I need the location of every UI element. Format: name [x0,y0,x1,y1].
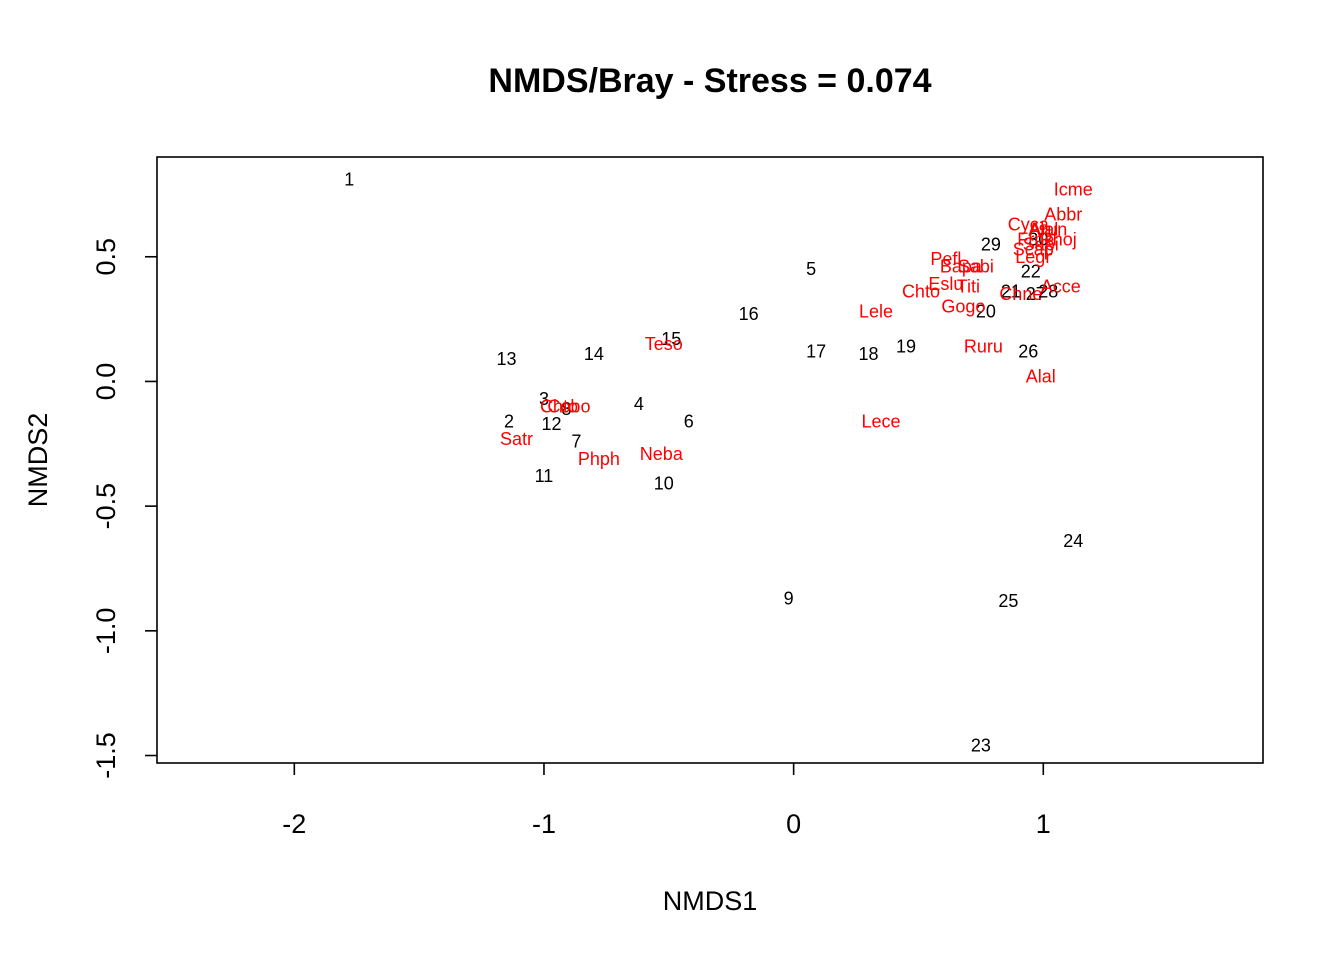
site-label: 25 [998,591,1018,611]
species-label: Eslu [928,274,963,294]
species-label: Cyca [1008,214,1050,234]
x-tick-label: -2 [282,809,306,839]
species-label: Phph [578,449,620,469]
site-label: 8 [561,399,571,419]
y-tick-label: -0.5 [91,483,121,530]
species-label: Pefl [930,249,961,269]
y-axis: -1.5 -1.0 -0.5 0.0 0.5 [91,238,157,779]
species-label: Icme [1054,179,1093,199]
site-label: 11 [535,466,554,486]
species-label: Sapi [1023,234,1059,254]
species-label: Chto [902,282,940,302]
y-tick-label: -1.5 [91,732,121,779]
species-label: Lele [859,302,893,322]
plot-frame [156,156,1264,764]
site-label: 22 [1021,262,1041,282]
species-label: Ruru [964,337,1003,357]
site-label: 20 [976,302,996,322]
species-label: Legr [1015,247,1051,267]
x-axis: -2 -1 0 1 [282,763,1051,839]
species-label: Neba [640,444,684,464]
species-label: Abbr [1044,204,1082,224]
site-label: 26 [1018,342,1038,362]
site-label: 23 [971,736,991,756]
site-label: 2 [504,411,514,431]
x-tick-label: 0 [786,809,801,839]
species-label: Scap [1013,239,1054,259]
x-tick-label: 1 [1036,809,1051,839]
species-label: Gogo [941,297,985,317]
site-label: 12 [541,414,561,434]
site-label: 4 [634,394,644,414]
x-axis-title: NMDS1 [663,886,758,916]
site-label: 17 [806,342,826,362]
x-tick-label: -1 [532,809,556,839]
y-axis-title: NMDS2 [23,413,53,508]
site-label: 10 [654,474,674,494]
y-tick-label: 0.0 [91,363,121,401]
site-label: 16 [739,304,759,324]
site-label: 7 [571,431,581,451]
site-label: 24 [1063,531,1083,551]
species-label: Bapa [940,257,983,277]
site-label: 13 [497,349,517,369]
species-label: Lece [861,411,900,431]
species-label: Satr [500,429,533,449]
chart-title: NMDS/Bray - Stress = 0.074 [488,62,931,100]
site-label: 3 [539,389,549,409]
species-label: Arun [1029,219,1067,239]
species-label: Rhoj [1040,229,1077,249]
y-tick-label: 0.5 [91,238,121,276]
species-label: Sabi [958,257,994,277]
species-label: Chto [540,396,578,416]
site-label: 15 [661,329,681,349]
y-tick-label: -1.0 [91,608,121,655]
species-label: Cobo [547,396,590,416]
species-label: Frpe [1017,229,1054,249]
site-label: 27 [1026,284,1046,304]
site-label: 18 [859,344,879,364]
species-label: Alal [1026,366,1056,386]
species-labels: IcmeAbbrCycaAlalFrpeArunRhojSapiScapLegr… [500,179,1093,468]
site-label: 1 [344,169,354,189]
site-label: 28 [1038,282,1058,302]
species-label: Acce [1041,277,1081,297]
site-label: 9 [784,588,794,608]
species-label: Alal [1028,219,1058,239]
species-label: Chne [999,284,1042,304]
site-label: 5 [806,259,816,279]
species-label: Teso [645,334,683,354]
site-label: 19 [896,337,916,357]
site-label: 6 [684,411,694,431]
site-label: 14 [584,344,604,364]
site-label: 21 [1001,282,1021,302]
site-label: 30 [1028,229,1048,249]
site-label: 29 [981,234,1001,254]
species-label: Titi [957,277,980,297]
